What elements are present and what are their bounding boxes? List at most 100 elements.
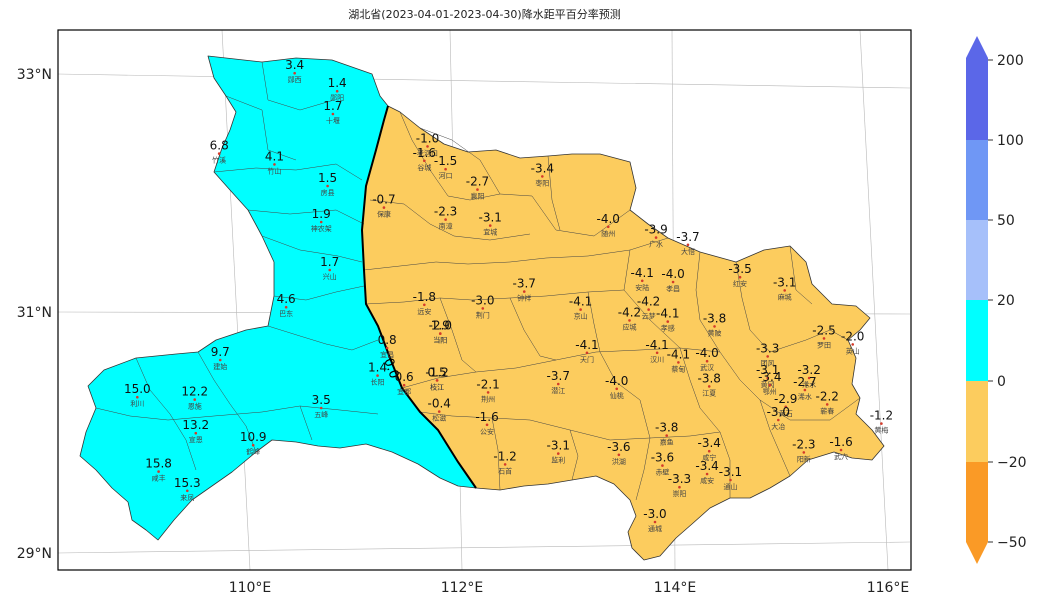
station-name: 通山 xyxy=(723,482,737,491)
station-value: 9.7 xyxy=(211,345,230,359)
station-name: 当阳 xyxy=(433,336,447,345)
station-value: -1.6 xyxy=(413,146,436,160)
station-value: -1.2 xyxy=(425,365,448,379)
station-name: 通城 xyxy=(648,524,662,533)
station-marker xyxy=(402,383,406,387)
station-marker xyxy=(273,163,276,166)
station-name: 鹤峰 xyxy=(246,447,260,456)
station-marker xyxy=(768,383,772,387)
station-36: -3.1 黄冈 xyxy=(756,363,779,389)
station-marker xyxy=(437,410,441,413)
station-75: -3.4 咸宁 xyxy=(698,436,721,462)
station-name: 云梦 xyxy=(642,313,656,321)
zero-contour-label: 0.0 xyxy=(380,356,401,381)
station-name: 咸丰 xyxy=(152,474,166,483)
station-value: -3.0 xyxy=(471,293,494,307)
station-19: -3.7 大悟 xyxy=(676,230,699,256)
station-value: 1.4 xyxy=(368,361,387,375)
station-value: 10.9 xyxy=(240,430,267,444)
station-value: -1.6 xyxy=(829,435,852,449)
lon-tick-112: 112°E xyxy=(441,580,484,596)
station-marker xyxy=(851,343,855,346)
station-value: -3.8 xyxy=(698,371,721,385)
station-marker xyxy=(839,448,843,452)
station-marker xyxy=(382,206,386,209)
station-value: 0.5 xyxy=(428,365,447,379)
station-marker xyxy=(653,520,657,524)
station-name: 十堰 xyxy=(326,116,340,125)
station-39: 0.8 宜昌 xyxy=(378,333,397,359)
station-marker xyxy=(293,71,296,75)
map-title: 湖北省(2023-04-01-2023-04-30)降水距平百分率预测 xyxy=(348,8,621,21)
station-value: 1.7 xyxy=(323,99,342,113)
station-27: -4.0 孝昌 xyxy=(661,267,684,293)
station-47: -1.6 公安 xyxy=(475,410,498,436)
station-marker xyxy=(661,464,664,467)
station-value: -3.0 xyxy=(643,507,666,521)
station-marker xyxy=(654,236,658,239)
station-name: 兴山 xyxy=(323,272,337,281)
station-marker xyxy=(251,443,255,447)
station-value: 4.1 xyxy=(265,149,284,163)
station-marker xyxy=(784,405,788,409)
station-40: -2.0 当阳 xyxy=(429,319,452,345)
station-name: 应城 xyxy=(622,322,636,331)
station-marker xyxy=(647,308,650,311)
station-value: -4.0 xyxy=(597,212,620,226)
station-name: 仙桃 xyxy=(610,391,624,400)
zero-contour-line xyxy=(360,105,477,489)
station-marker xyxy=(194,431,198,435)
station-name: 红安 xyxy=(733,279,747,288)
station-value: -0.4 xyxy=(428,397,451,411)
station-69: 15.3 来凤 xyxy=(174,476,201,502)
station-name: 黄陂 xyxy=(708,328,722,337)
station-15: -2.3 南漳 xyxy=(434,205,457,231)
station-value: -3.4 xyxy=(698,436,721,450)
station-value: 3.5 xyxy=(312,393,331,407)
station-marker xyxy=(218,358,222,362)
station-58: -2.2 蕲春 xyxy=(815,389,838,415)
station-name: 潜江 xyxy=(551,386,565,395)
hubei-province xyxy=(79,55,885,561)
station-51: -4.0 武汉 xyxy=(695,346,718,372)
station-name: 黄冈 xyxy=(761,380,775,389)
station-marker xyxy=(185,489,189,493)
station-name: 麻城 xyxy=(778,292,792,301)
station-marker xyxy=(423,303,426,307)
station-marker xyxy=(423,159,426,163)
station-value: -4.1 xyxy=(631,266,654,280)
station-1: 1.4 郧阳 xyxy=(328,76,347,102)
station-48: -3.7 潜江 xyxy=(547,369,570,395)
station-name: 团风 xyxy=(761,359,775,367)
station-9: -1.0 老河口 xyxy=(416,131,439,157)
station-32: -3.3 团风 xyxy=(756,341,779,367)
station-name: 嘉鱼 xyxy=(660,438,674,447)
station-value: -3.1 xyxy=(756,363,779,377)
station-marker xyxy=(738,275,742,279)
station-name: 神农架 xyxy=(311,224,332,233)
station-name: 浠水 xyxy=(798,392,812,401)
station-marker xyxy=(335,89,339,93)
station-name: 枝江 xyxy=(430,382,444,391)
station-63: 15.0 利川 xyxy=(124,382,151,408)
station-name: 罗田 xyxy=(817,341,831,349)
station-marker xyxy=(677,361,680,364)
station-value: -3.9 xyxy=(644,223,667,237)
station-76: -3.4 咸安 xyxy=(695,459,718,485)
station-value: -4.2 xyxy=(618,305,641,319)
station-35: -3.2 浠水 xyxy=(797,363,820,389)
station-value: -3.2 xyxy=(797,363,820,377)
station-42: 1.4 长阳 xyxy=(368,361,387,387)
station-value: -3.1 xyxy=(547,439,570,453)
station-34: -2.0 英山 xyxy=(841,329,864,355)
station-value: -3.3 xyxy=(668,472,691,486)
station-name: 大悟 xyxy=(681,247,695,256)
station-21: -3.1 麻城 xyxy=(773,275,796,301)
station-value: -4.1 xyxy=(569,295,592,309)
station-26: -4.1 安陆 xyxy=(631,266,654,292)
station-name: 广水 xyxy=(649,240,663,249)
station-marker xyxy=(326,184,329,188)
station-name: 宣恩 xyxy=(189,435,203,444)
station-marker xyxy=(822,337,826,340)
station-name: 江夏 xyxy=(702,389,716,397)
